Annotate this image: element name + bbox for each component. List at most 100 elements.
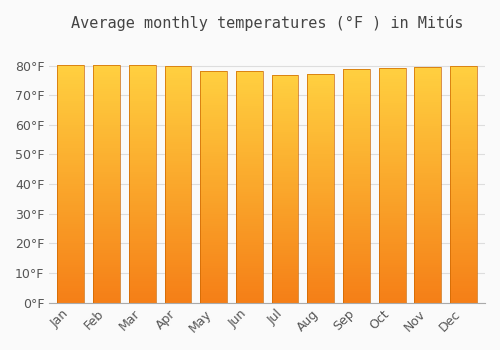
Bar (58, 158, 84, 160)
Bar (308, 88, 334, 90)
Bar (272, 132, 298, 134)
Bar (129, 158, 156, 160)
Bar (93, 172, 120, 175)
Bar (129, 175, 156, 177)
Bar (200, 235, 227, 238)
Bar (93, 196, 120, 198)
Bar (414, 300, 442, 303)
Bar (450, 96, 477, 99)
Bar (129, 194, 156, 196)
Bar (58, 265, 84, 267)
Bar (450, 165, 477, 168)
Bar (164, 293, 192, 295)
Bar (379, 150, 406, 152)
Bar (200, 142, 227, 145)
Bar (200, 112, 227, 115)
Bar (93, 279, 120, 281)
Bar (450, 104, 477, 106)
Bar (450, 120, 477, 122)
Bar (414, 147, 442, 149)
Bar (272, 77, 298, 80)
Bar (200, 124, 227, 126)
Bar (200, 119, 227, 122)
Bar (129, 103, 156, 106)
Bar (164, 189, 192, 191)
Bar (129, 255, 156, 258)
Bar (343, 174, 370, 176)
Bar (308, 300, 334, 303)
Bar (236, 94, 262, 97)
Bar (450, 68, 477, 70)
Bar (414, 260, 442, 262)
Bar (200, 133, 227, 135)
Bar (308, 243, 334, 246)
Bar (164, 175, 192, 177)
Bar (200, 293, 227, 296)
Bar (379, 183, 406, 185)
Bar (236, 180, 262, 182)
Bar (200, 149, 227, 152)
Bar (379, 197, 406, 199)
Bar (93, 158, 120, 160)
Bar (272, 275, 298, 278)
Bar (200, 91, 227, 94)
Bar (308, 127, 334, 129)
Bar (58, 234, 84, 236)
Bar (414, 293, 442, 296)
Bar (379, 124, 406, 126)
Bar (93, 258, 120, 260)
Bar (308, 257, 334, 259)
Bar (236, 175, 262, 178)
Bar (58, 151, 84, 153)
Bar (379, 96, 406, 98)
Bar (129, 153, 156, 155)
Bar (129, 208, 156, 210)
Bar (414, 185, 442, 187)
Bar (414, 197, 442, 199)
Bar (414, 112, 442, 114)
Bar (93, 65, 120, 303)
Bar (58, 194, 84, 196)
Bar (129, 212, 156, 215)
Bar (93, 191, 120, 194)
Bar (164, 279, 192, 281)
Bar (272, 225, 298, 228)
Bar (450, 89, 477, 92)
Bar (343, 144, 370, 146)
Bar (379, 178, 406, 181)
Bar (414, 239, 442, 241)
Bar (200, 177, 227, 180)
Bar (58, 77, 84, 79)
Bar (343, 190, 370, 193)
Bar (308, 261, 334, 264)
Bar (200, 105, 227, 108)
Bar (343, 254, 370, 256)
Bar (93, 222, 120, 224)
Bar (308, 141, 334, 143)
Bar (450, 272, 477, 274)
Bar (414, 100, 442, 103)
Bar (236, 141, 262, 143)
Bar (164, 156, 192, 158)
Bar (414, 79, 442, 81)
Bar (236, 155, 262, 157)
Bar (272, 84, 298, 86)
Bar (164, 111, 192, 113)
Bar (236, 150, 262, 152)
Bar (272, 100, 298, 103)
Bar (379, 258, 406, 260)
Bar (343, 230, 370, 233)
Bar (164, 298, 192, 300)
Bar (414, 246, 442, 248)
Bar (414, 237, 442, 239)
Bar (236, 284, 262, 286)
Bar (93, 201, 120, 203)
Bar (236, 266, 262, 268)
Bar (164, 92, 192, 94)
Bar (450, 65, 477, 68)
Bar (308, 93, 334, 95)
Bar (272, 228, 298, 230)
Bar (343, 88, 370, 90)
Bar (343, 127, 370, 130)
Bar (129, 87, 156, 89)
